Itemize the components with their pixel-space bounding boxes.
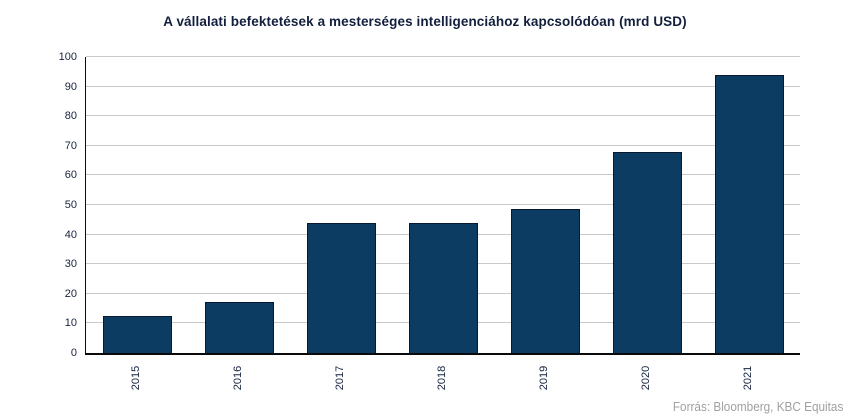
y-tick-label-40: 40 xyxy=(64,228,77,241)
x-tick-label-2018: 2018 xyxy=(436,365,448,391)
x-tick-label-2017: 2017 xyxy=(334,365,346,391)
y-tick-label-0: 0 xyxy=(70,347,77,359)
y-tick-label-100: 100 xyxy=(58,51,77,63)
gridline-50 xyxy=(86,204,800,205)
x-tick-label-2019: 2019 xyxy=(538,365,550,391)
bar-2018 xyxy=(408,223,478,353)
x-axis-labels: 2015 2016 2017 2018 2019 2020 2021 xyxy=(85,356,799,402)
x-tick-label-2021: 2021 xyxy=(742,365,754,391)
y-tick-label-20: 20 xyxy=(64,287,77,300)
bar-2017 xyxy=(306,222,376,353)
gridline-70 xyxy=(86,144,800,146)
y-tick-label-60: 60 xyxy=(64,169,77,182)
gridline-60 xyxy=(86,174,800,176)
x-tick-label-2020: 2020 xyxy=(640,365,652,391)
y-tick-label-90: 90 xyxy=(64,80,77,93)
y-tick-label-10: 10 xyxy=(64,317,77,330)
y-tick-label-50: 50 xyxy=(64,199,77,211)
x-tick-label-2016: 2016 xyxy=(232,365,244,391)
bar-2015 xyxy=(102,315,172,353)
y-tick-label-30: 30 xyxy=(64,258,77,271)
x-tick-label-2015: 2015 xyxy=(130,365,142,391)
gridline-100 xyxy=(86,56,800,57)
gridline-90 xyxy=(86,85,800,87)
bar-2019 xyxy=(510,208,580,353)
bar-2020 xyxy=(612,152,682,353)
y-axis-labels: 0 10 20 30 40 50 60 70 80 90 100 xyxy=(0,51,77,359)
y-tick-label-80: 80 xyxy=(64,110,77,123)
source-credit: Forrás: Bloomberg, KBC Equitas xyxy=(672,400,843,414)
plot-area xyxy=(85,56,800,355)
bar-2021 xyxy=(714,75,784,353)
bar-2016 xyxy=(204,301,274,353)
chart-title: A vállalati befektetések a mesterséges i… xyxy=(163,14,687,29)
y-tick-label-70: 70 xyxy=(64,139,77,152)
gridline-80 xyxy=(86,115,800,117)
